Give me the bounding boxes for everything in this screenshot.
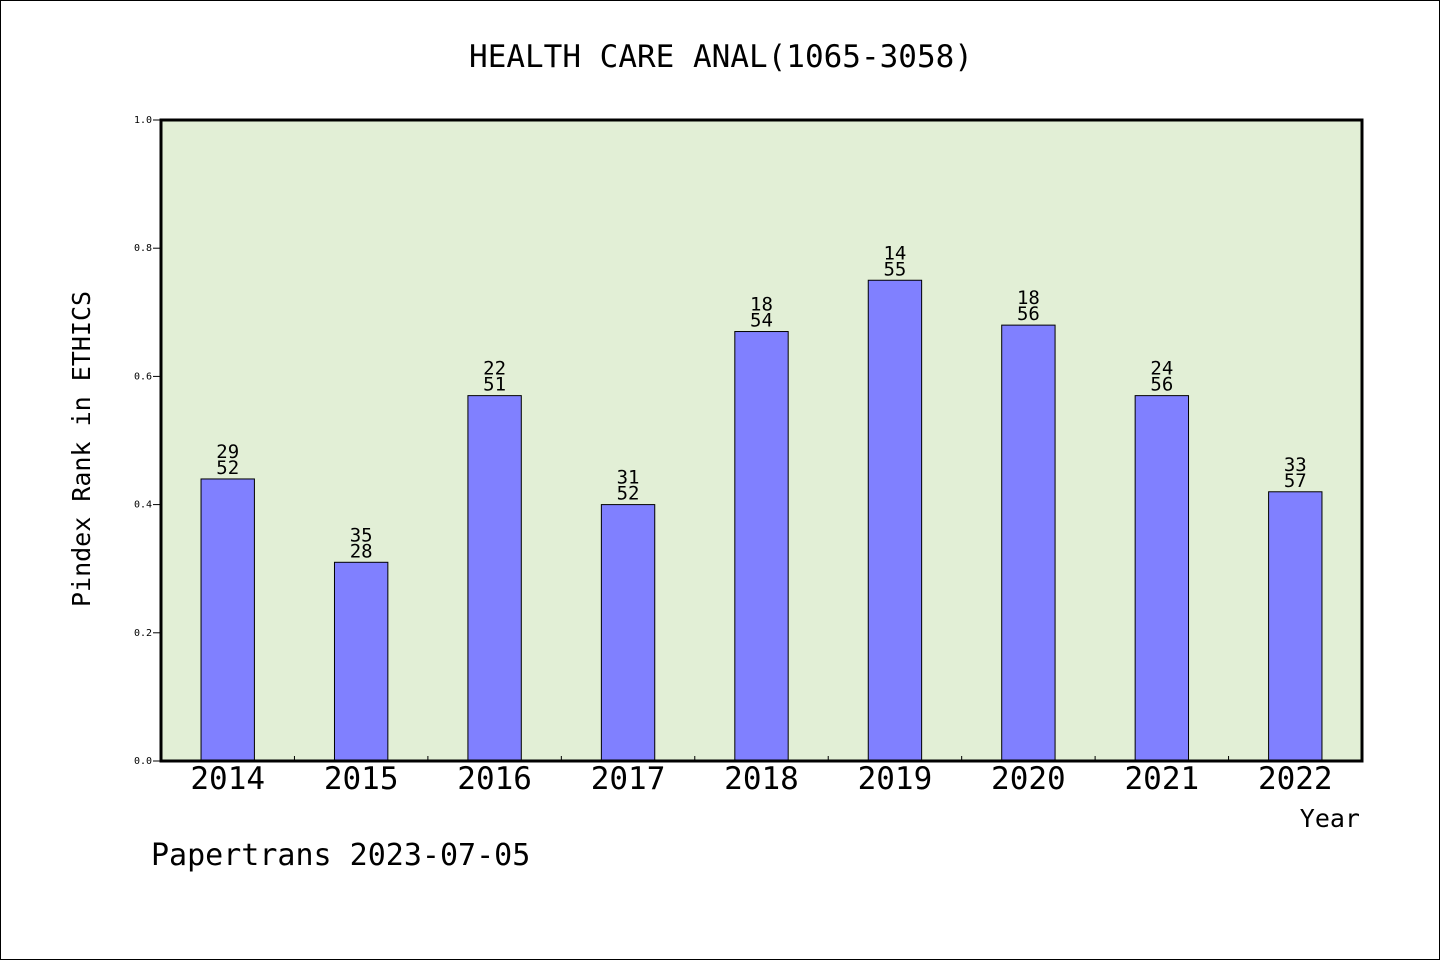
plot-border xyxy=(159,118,1364,763)
bar-label-top: 35 xyxy=(350,524,373,546)
x-tick-label: 2014 xyxy=(190,761,265,797)
bar-2022 xyxy=(1268,491,1323,762)
bar-label-bottom: 56 xyxy=(1150,374,1173,396)
y-tick-label: 0.6 xyxy=(134,371,152,382)
bar-2021 xyxy=(1134,395,1190,762)
x-tick-label: 2017 xyxy=(591,761,666,797)
bar-label-bottom: 52 xyxy=(617,483,640,505)
x-tick-label: 2015 xyxy=(324,761,399,797)
x-tick-label: 2022 xyxy=(1258,761,1333,797)
bar-label-top: 29 xyxy=(216,441,239,463)
y-tick-label: 0.0 xyxy=(134,756,152,767)
bar-label-bottom: 28 xyxy=(350,540,373,562)
y-tick-label: 0.2 xyxy=(134,628,152,639)
bar-label-top: 33 xyxy=(1284,454,1307,476)
x-axis-label: Year xyxy=(1300,804,1360,833)
bar-2018 xyxy=(734,331,789,762)
x-tick-label: 2020 xyxy=(991,761,1066,797)
bar-label-bottom: 55 xyxy=(883,258,906,280)
bar-2016 xyxy=(467,395,522,762)
y-ticks-group: 0.0 0.2 0.4 0.6 0.8 1.0 xyxy=(134,115,161,767)
bar-label-top: 22 xyxy=(483,358,506,380)
bar-label-bottom: 57 xyxy=(1284,470,1307,492)
bar-label-top: 31 xyxy=(617,467,640,489)
y-tick-label: 1.0 xyxy=(134,115,152,126)
bar-2014 xyxy=(200,478,255,762)
y-tick-label: 0.8 xyxy=(134,243,152,254)
bar-2019 xyxy=(867,279,923,762)
bar-label-top: 18 xyxy=(1017,287,1040,309)
bar-2020 xyxy=(1001,324,1056,762)
x-tick-label: 2018 xyxy=(724,761,799,797)
y-axis-label: Pindex Rank in ETHICS xyxy=(67,291,96,607)
x-tick-label: 2021 xyxy=(1125,761,1200,797)
bar-label-bottom: 56 xyxy=(1017,303,1040,325)
bar-label-bottom: 54 xyxy=(750,310,773,332)
footer-text: Papertrans 2023-07-05 xyxy=(151,838,530,873)
x-tick-label: 2019 xyxy=(858,761,933,797)
bar-label-top: 14 xyxy=(883,242,906,264)
x-tick-label: 2016 xyxy=(457,761,532,797)
y-tick-label: 0.4 xyxy=(134,500,152,511)
x-ticks-group: 2014 2015 2016 2017 2018 2019 2020 2021 2022 xyxy=(190,756,1333,797)
bar-label-top: 24 xyxy=(1150,358,1173,380)
bar-2017 xyxy=(600,504,656,762)
bar-2015 xyxy=(333,561,389,762)
chart-title: HEALTH CARE ANAL(1065-3058) xyxy=(469,39,973,75)
bar-label-bottom: 51 xyxy=(483,374,506,396)
bar-label-top: 18 xyxy=(750,294,773,316)
bar-label-bottom: 52 xyxy=(216,457,239,479)
